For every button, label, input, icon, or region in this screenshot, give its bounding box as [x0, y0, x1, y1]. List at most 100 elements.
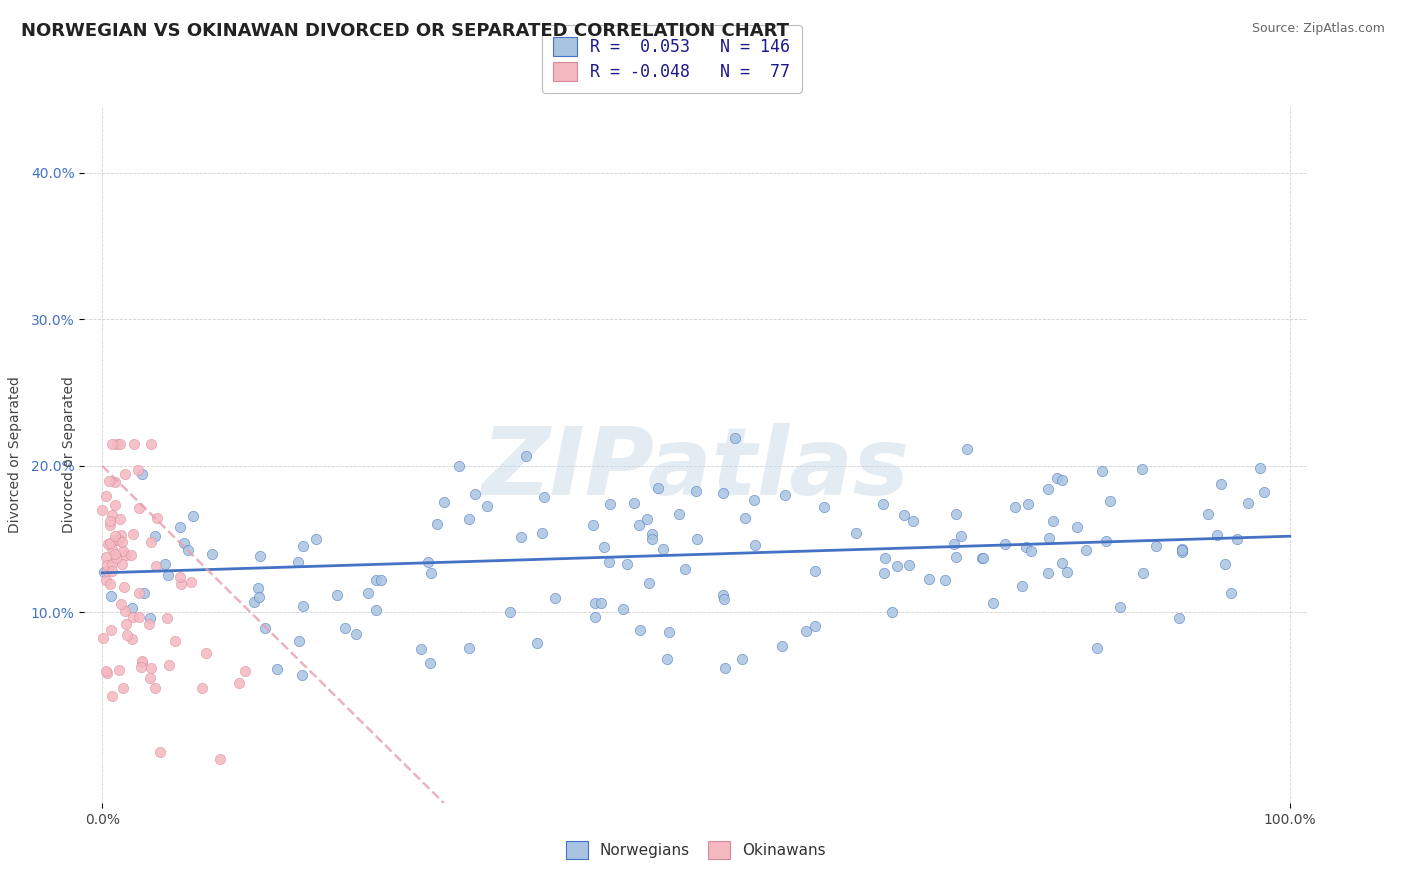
Text: Source: ZipAtlas.com: Source: ZipAtlas.com	[1251, 22, 1385, 36]
Point	[647, 481, 669, 495]
Point	[612, 602, 634, 616]
Point	[111, 681, 134, 695]
Point	[114, 548, 136, 562]
Point	[173, 536, 195, 550]
Point	[249, 549, 271, 564]
Point	[169, 569, 191, 583]
Point	[157, 568, 180, 582]
Point	[616, 557, 638, 571]
Point	[110, 528, 132, 542]
Point	[731, 652, 754, 666]
Point	[599, 497, 621, 511]
Point	[1056, 566, 1078, 580]
Point	[344, 627, 367, 641]
Point	[194, 646, 217, 660]
Point	[131, 659, 153, 673]
Point	[803, 618, 825, 632]
Point	[1171, 545, 1194, 559]
Point	[128, 500, 150, 515]
Point	[104, 533, 127, 547]
Point	[794, 624, 817, 639]
Point	[1209, 477, 1232, 491]
Point	[111, 558, 134, 572]
Point	[526, 636, 548, 650]
Text: ZIPatlas: ZIPatlas	[482, 423, 910, 515]
Point	[326, 588, 349, 602]
Point	[419, 566, 441, 581]
Point	[181, 509, 204, 524]
Point	[101, 558, 124, 572]
Point	[897, 558, 920, 572]
Point	[145, 511, 167, 525]
Point	[335, 621, 357, 635]
Point	[686, 533, 709, 547]
Point	[845, 525, 868, 540]
Point	[942, 537, 965, 551]
Point	[945, 550, 967, 565]
Point	[370, 573, 392, 587]
Point	[139, 671, 162, 685]
Point	[499, 605, 522, 619]
Point	[1017, 497, 1039, 511]
Point	[1090, 464, 1112, 478]
Point	[1226, 532, 1249, 546]
Point	[628, 623, 651, 637]
Point	[209, 752, 232, 766]
Point	[122, 610, 145, 624]
Point	[1095, 533, 1118, 548]
Point	[112, 580, 135, 594]
Point	[105, 437, 128, 451]
Point	[1036, 566, 1059, 580]
Point	[972, 551, 994, 566]
Point	[94, 549, 117, 564]
Point	[433, 494, 456, 508]
Point	[657, 651, 679, 665]
Point	[770, 639, 793, 653]
Point	[157, 658, 180, 673]
Point	[169, 520, 191, 534]
Point	[287, 634, 309, 648]
Point	[249, 590, 271, 604]
Point	[110, 437, 132, 451]
Point	[115, 628, 138, 642]
Point	[122, 437, 145, 451]
Point	[115, 616, 138, 631]
Point	[918, 572, 941, 586]
Point	[742, 493, 765, 508]
Point	[641, 527, 664, 541]
Point	[233, 664, 256, 678]
Point	[972, 550, 994, 565]
Point	[1167, 610, 1189, 624]
Point	[934, 573, 956, 587]
Point	[416, 555, 439, 569]
Point	[127, 463, 149, 477]
Point	[1109, 599, 1132, 614]
Point	[477, 500, 499, 514]
Point	[104, 547, 127, 561]
Point	[983, 596, 1005, 610]
Point	[515, 449, 537, 463]
Text: NORWEGIAN VS OKINAWAN DIVORCED OR SEPARATED CORRELATION CHART: NORWEGIAN VS OKINAWAN DIVORCED OR SEPARA…	[21, 22, 789, 40]
Point	[131, 655, 153, 669]
Point	[139, 437, 162, 451]
Point	[305, 532, 328, 546]
Point	[582, 518, 605, 533]
Point	[724, 432, 747, 446]
Point	[903, 514, 925, 528]
Point	[104, 529, 127, 543]
Point	[100, 536, 122, 550]
Point	[107, 663, 129, 677]
Point	[91, 631, 114, 645]
Point	[1050, 556, 1073, 570]
Point	[510, 530, 533, 544]
Point	[658, 624, 681, 639]
Point	[591, 596, 613, 610]
Point	[1074, 542, 1097, 557]
Point	[598, 555, 620, 569]
Y-axis label: Divorced or Separated: Divorced or Separated	[8, 376, 22, 533]
Point	[1042, 515, 1064, 529]
Point	[744, 537, 766, 551]
Point	[104, 475, 127, 489]
Point	[291, 668, 314, 682]
Point	[804, 564, 827, 578]
